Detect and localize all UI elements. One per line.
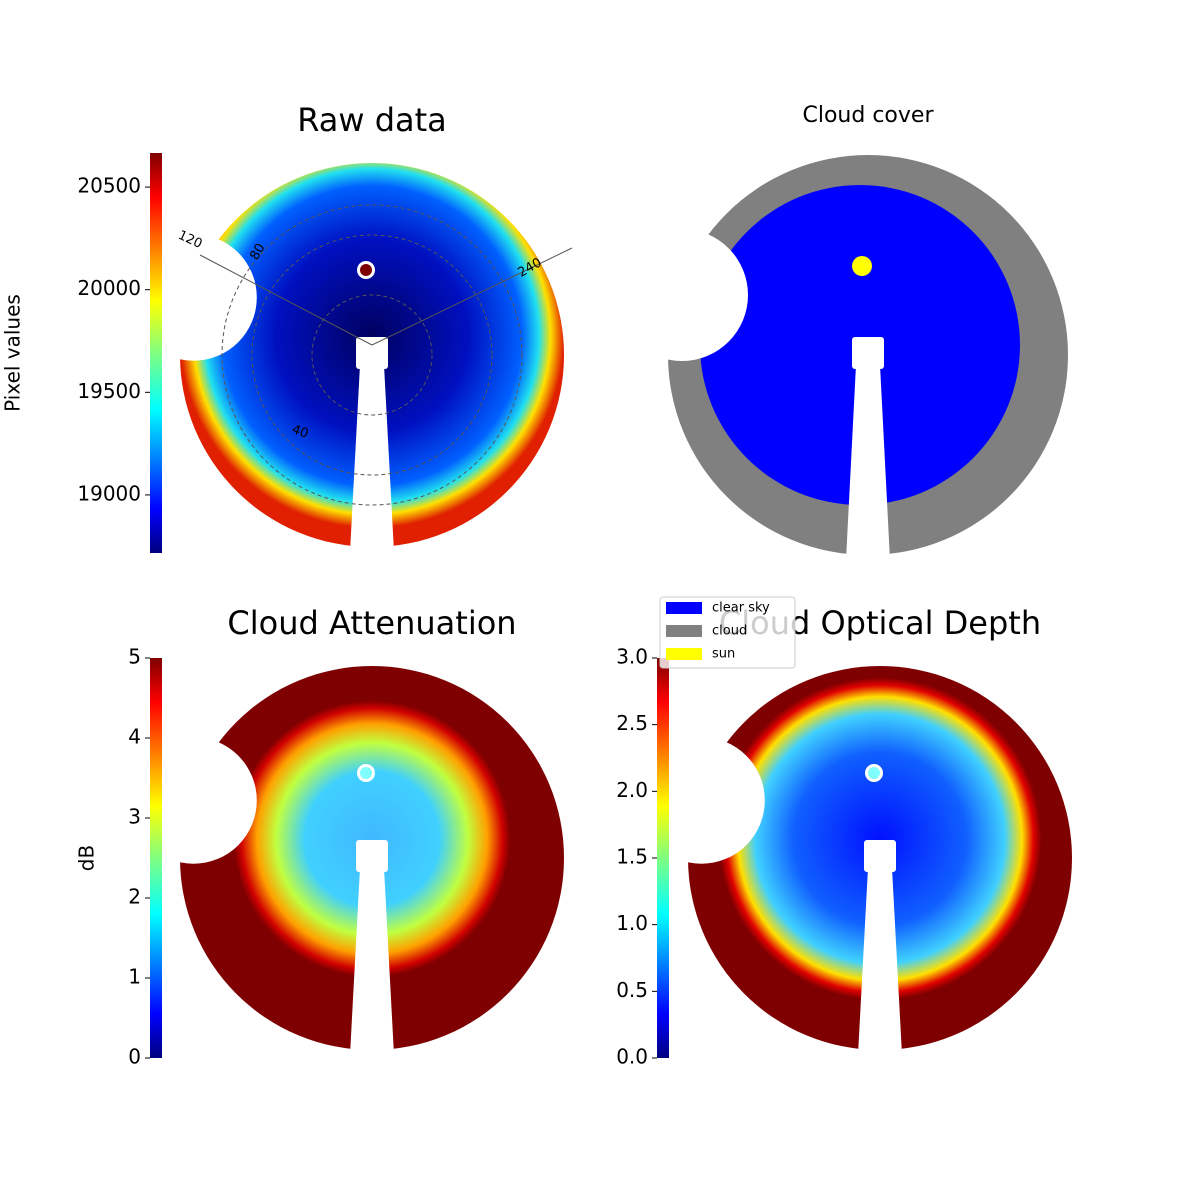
mast-head	[356, 840, 388, 872]
colorbar-tick-label: 20500	[77, 174, 141, 198]
polar-label: 40	[290, 422, 311, 442]
panel-title: Raw data	[297, 101, 447, 139]
colorbar-tick-label: 0.5	[616, 978, 648, 1002]
legend-label: cloud	[712, 624, 747, 639]
colorbar	[150, 153, 162, 553]
colorbar-tick-label: 2.5	[616, 711, 648, 735]
polar-circle	[251, 234, 493, 476]
colorbar-tick-label: 0.0	[616, 1045, 648, 1069]
colorbar	[150, 658, 162, 1058]
mast-head	[356, 337, 388, 369]
sun-core	[360, 264, 372, 276]
colorbar-tick-label: 3	[128, 805, 141, 829]
notch	[130, 234, 257, 361]
sun-region	[852, 256, 872, 276]
mast	[846, 365, 890, 560]
notch	[130, 737, 257, 864]
polar-spoke	[371, 247, 573, 346]
colorbar-tick-label: 19000	[77, 481, 141, 505]
polar-spoke	[199, 254, 373, 346]
mast	[858, 868, 902, 1055]
colorbar-tick-label: 19500	[77, 379, 141, 403]
colorbar-tick-label: 4	[128, 725, 141, 749]
panel-title: Cloud cover	[803, 103, 935, 128]
mast	[350, 868, 394, 1055]
mast-head	[864, 840, 896, 872]
polar-label: 80	[247, 241, 268, 263]
panel-title: Cloud Attenuation	[227, 604, 516, 642]
colorbar-label: Pixel values	[1, 294, 25, 412]
legend-swatch	[666, 625, 702, 637]
notch	[616, 229, 748, 361]
colorbar-tick-label: 20000	[77, 276, 141, 300]
mast-head	[852, 337, 884, 369]
colorbar-tick-label: 1.0	[616, 911, 648, 935]
colorbar-tick-label: 3.0	[616, 645, 648, 669]
legend-swatch	[666, 602, 702, 614]
colorbar-tick-label: 2.0	[616, 778, 648, 802]
colorbar-tick-label: 5	[128, 645, 141, 669]
polar-circle	[311, 294, 433, 416]
legend-label: sun	[712, 647, 735, 662]
mast	[350, 365, 394, 552]
polar-grid	[199, 204, 573, 506]
colorbar-tick-label: 0	[128, 1045, 141, 1069]
polar-circle	[221, 204, 523, 506]
notch	[638, 737, 765, 864]
sun-core	[868, 767, 880, 779]
colorbar-tick-label: 1	[128, 965, 141, 989]
colorbar-tick-label: 2	[128, 885, 141, 909]
colorbar-tick-label: 1.5	[616, 845, 648, 869]
colorbar	[657, 658, 669, 1058]
legend-label: clear sky	[712, 601, 770, 616]
sun-core	[360, 767, 372, 779]
legend-swatch	[666, 648, 702, 660]
colorbar-label: dB	[75, 845, 99, 871]
